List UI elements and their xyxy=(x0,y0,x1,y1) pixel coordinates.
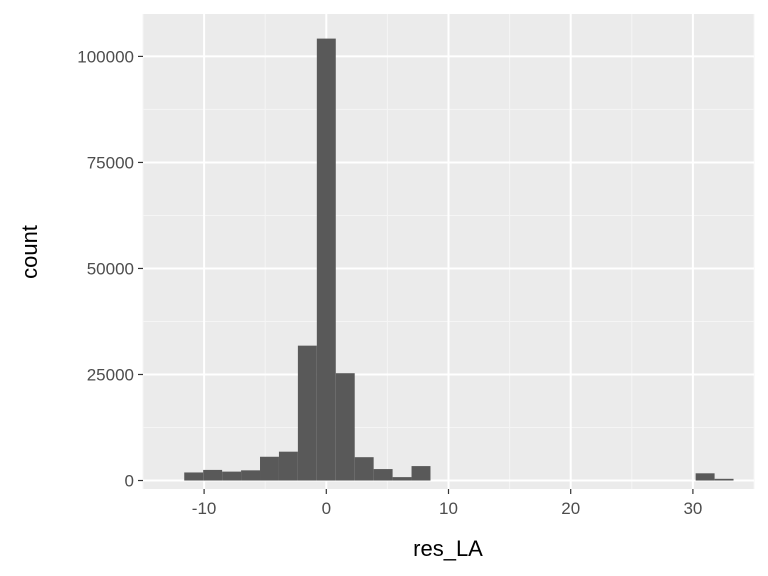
x-tick-label: 0 xyxy=(322,499,331,518)
y-axis-title: count xyxy=(17,225,42,279)
x-axis: -10 0 10 20 30 xyxy=(192,489,702,518)
x-tick-label: -10 xyxy=(192,499,217,518)
histogram-bar xyxy=(222,471,242,481)
histogram-bar xyxy=(278,451,298,481)
y-tick-label: 50000 xyxy=(87,259,134,278)
histogram-bar xyxy=(335,373,355,481)
x-axis-title: res_LA xyxy=(413,536,483,561)
histogram-bar xyxy=(297,345,317,481)
y-tick-label: 25000 xyxy=(87,365,134,384)
y-tick-label: 0 xyxy=(125,472,134,491)
histogram-bar xyxy=(695,473,715,481)
histogram-bar xyxy=(241,470,261,481)
x-tick-label: 20 xyxy=(561,499,580,518)
histogram-bar xyxy=(392,477,412,481)
histogram-bar xyxy=(373,469,393,481)
y-axis: 0 25000 50000 75000 100000 xyxy=(77,47,143,491)
histogram-bar xyxy=(316,38,336,481)
y-tick-label: 100000 xyxy=(77,47,134,66)
y-tick-label: 75000 xyxy=(87,153,134,172)
histogram-bar xyxy=(714,478,734,481)
histogram-bar xyxy=(184,472,204,481)
histogram-bar xyxy=(260,456,279,481)
histogram-bar xyxy=(354,457,374,481)
x-tick-label: 30 xyxy=(683,499,702,518)
histogram-bar xyxy=(203,469,223,481)
histogram-bar xyxy=(411,466,431,481)
x-tick-label: 10 xyxy=(439,499,458,518)
histogram-bars xyxy=(184,38,734,481)
